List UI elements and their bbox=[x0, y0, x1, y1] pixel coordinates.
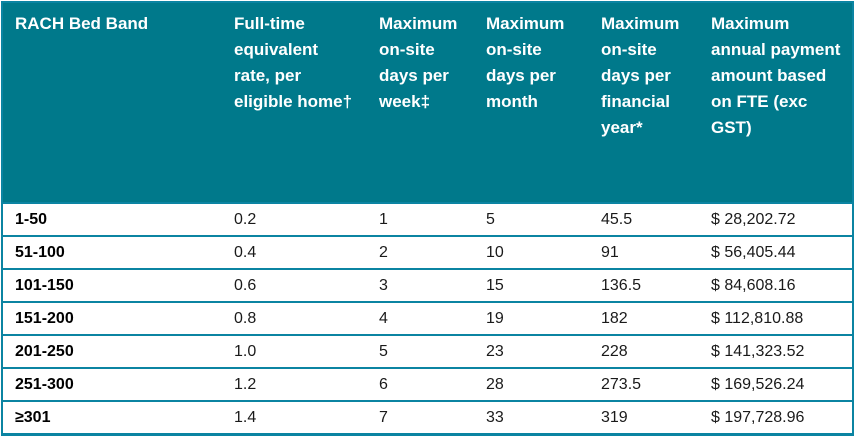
bed-band-cell: 101-150 bbox=[2, 268, 222, 302]
data-cell: $ 112,810.88 bbox=[699, 301, 853, 335]
data-cell: $ 56,405.44 bbox=[699, 235, 853, 269]
data-cell: 182 bbox=[589, 301, 699, 335]
data-cell: 2 bbox=[367, 235, 474, 269]
data-cell: 4 bbox=[367, 301, 474, 335]
table-row: 101-150 0.6 3 15 136.5 $ 84,608.16 bbox=[2, 268, 853, 302]
data-cell: 33 bbox=[474, 400, 589, 434]
data-cell: 15 bbox=[474, 268, 589, 302]
bed-band-cell: 1-50 bbox=[2, 202, 222, 236]
table-row: 1-50 0.2 1 5 45.5 $ 28,202.72 bbox=[2, 202, 853, 236]
data-cell: $ 84,608.16 bbox=[699, 268, 853, 302]
data-cell: 10 bbox=[474, 235, 589, 269]
header-max-annual-payment: Maximum annual payment amount based on F… bbox=[699, 2, 853, 203]
table-row: 151-200 0.8 4 19 182 $ 112,810.88 bbox=[2, 301, 853, 335]
data-cell: 7 bbox=[367, 400, 474, 434]
data-cell: 5 bbox=[367, 334, 474, 368]
data-cell: 1.0 bbox=[222, 334, 367, 368]
data-cell: 19 bbox=[474, 301, 589, 335]
data-cell: 6 bbox=[367, 367, 474, 401]
data-cell: 0.6 bbox=[222, 268, 367, 302]
data-cell: $ 141,323.52 bbox=[699, 334, 853, 368]
data-cell: 28 bbox=[474, 367, 589, 401]
bed-band-cell: 51-100 bbox=[2, 235, 222, 269]
bed-band-cell: 201-250 bbox=[2, 334, 222, 368]
data-cell: 1.4 bbox=[222, 400, 367, 434]
data-cell: 45.5 bbox=[589, 202, 699, 236]
data-cell: 91 bbox=[589, 235, 699, 269]
data-cell: $ 28,202.72 bbox=[699, 202, 853, 236]
bed-band-cell: 151-200 bbox=[2, 301, 222, 335]
table-row: 201-250 1.0 5 23 228 $ 141,323.52 bbox=[2, 334, 853, 368]
data-cell: 1.2 bbox=[222, 367, 367, 401]
data-cell: 1 bbox=[367, 202, 474, 236]
data-cell: 23 bbox=[474, 334, 589, 368]
data-cell: 0.2 bbox=[222, 202, 367, 236]
data-cell: 3 bbox=[367, 268, 474, 302]
bed-band-cell: ≥301 bbox=[2, 400, 222, 434]
bed-band-cell: 251-300 bbox=[2, 367, 222, 401]
data-cell: $ 197,728.96 bbox=[699, 400, 853, 434]
table-header-row: RACH Bed Band Full-time equivalent rate,… bbox=[2, 2, 853, 203]
header-fte-rate: Full-time equivalent rate, per eligible … bbox=[222, 2, 367, 203]
header-max-days-month: Maximum on-site days per month bbox=[474, 2, 589, 203]
data-cell: 273.5 bbox=[589, 367, 699, 401]
table-row: 51-100 0.4 2 10 91 $ 56,405.44 bbox=[2, 235, 853, 269]
table-row: ≥301 1.4 7 33 319 $ 197,728.96 bbox=[2, 400, 853, 434]
table-body: 1-50 0.2 1 5 45.5 $ 28,202.72 51-100 0.4 2 10 91 $ … bbox=[2, 202, 853, 434]
data-cell: 136.5 bbox=[589, 268, 699, 302]
header-max-days-financial-year: Maximum on-site days per financial year* bbox=[589, 2, 699, 203]
data-cell: 228 bbox=[589, 334, 699, 368]
header-max-days-week: Maximum on-site days per week‡ bbox=[367, 2, 474, 203]
data-cell: $ 169,526.24 bbox=[699, 367, 853, 401]
data-cell: 0.4 bbox=[222, 235, 367, 269]
header-rach-bed-band: RACH Bed Band bbox=[2, 2, 222, 203]
data-cell: 0.8 bbox=[222, 301, 367, 335]
table-row: 251-300 1.2 6 28 273.5 $ 169,526.24 bbox=[2, 367, 853, 401]
data-cell: 319 bbox=[589, 400, 699, 434]
table-header: RACH Bed Band Full-time equivalent rate,… bbox=[2, 2, 853, 203]
data-cell: 5 bbox=[474, 202, 589, 236]
rach-bed-band-table: RACH Bed Band Full-time equivalent rate,… bbox=[1, 1, 854, 436]
